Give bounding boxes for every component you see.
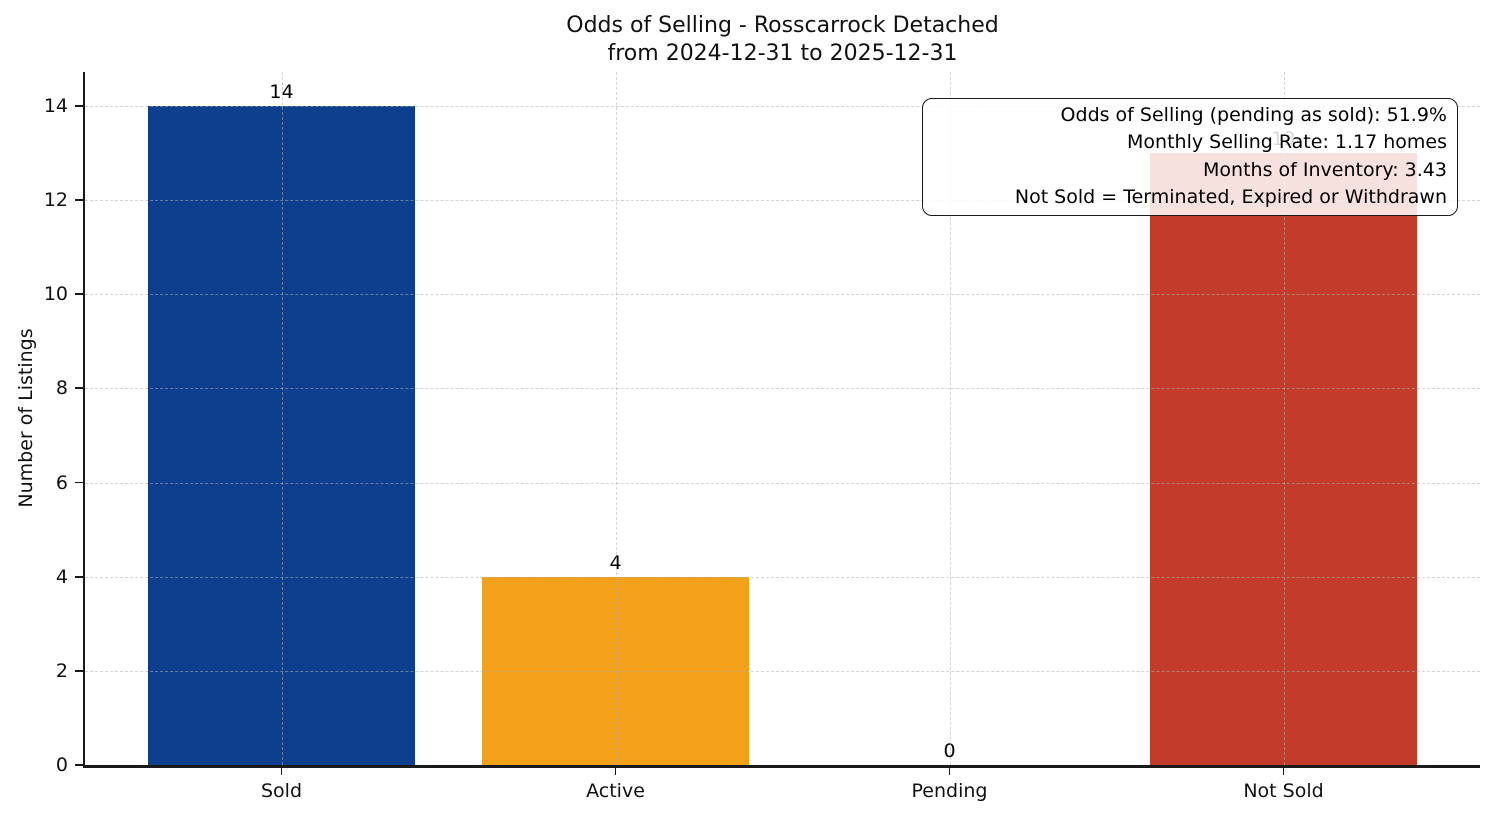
y-tick-label-12: 12 xyxy=(43,189,68,212)
gridline-horizontal-6 xyxy=(85,482,1480,484)
x-tick-label-sold: Sold xyxy=(260,780,303,802)
chart-title-line2: from 2024-12-31 to 2025-12-31 xyxy=(607,41,958,66)
gridline-horizontal-14 xyxy=(85,105,1480,107)
chart-title-line1: Odds of Selling - Rosscarrock Detached xyxy=(566,13,999,38)
y-axis-label: Number of Listings xyxy=(15,328,37,508)
gridline-vertical-sold xyxy=(281,72,283,765)
y-tick-12 xyxy=(75,199,83,201)
y-tick-0 xyxy=(75,764,83,766)
y-tick-10 xyxy=(75,293,83,296)
gridline-horizontal-10 xyxy=(85,294,1480,296)
gridline-horizontal-8 xyxy=(85,388,1480,390)
gridline-vertical-pending xyxy=(949,72,951,765)
chart-title: Odds of Selling - Rosscarrock Detached f… xyxy=(85,12,1480,68)
y-tick-4 xyxy=(75,575,83,578)
x-tick-label-pending: Pending xyxy=(911,780,988,802)
y-axis-spine xyxy=(82,72,85,768)
x-tick-sold xyxy=(280,767,283,775)
gridline-horizontal-2 xyxy=(85,670,1480,672)
x-tick-not-sold xyxy=(1282,767,1285,775)
stats-annotation-box: Odds of Selling (pending as sold): 51.9%… xyxy=(922,98,1458,216)
annotation-odds-of-selling: Odds of Selling (pending as sold): 51.9% xyxy=(1060,104,1447,126)
x-tick-label-active: Active xyxy=(586,780,645,802)
gridline-horizontal-4 xyxy=(85,576,1480,578)
x-tick-pending xyxy=(948,767,951,775)
gridline-vertical-not-sold xyxy=(1283,72,1285,765)
y-tick-label-14: 14 xyxy=(43,94,68,117)
y-tick-label-2: 2 xyxy=(55,659,68,682)
plot-area: 14401302468101214SoldActivePendingNot So… xyxy=(44,72,1480,802)
y-tick-label-10: 10 xyxy=(43,283,68,306)
x-tick-label-not-sold: Not Sold xyxy=(1243,780,1324,802)
y-tick-8 xyxy=(75,387,83,390)
y-tick-14 xyxy=(75,104,83,107)
annotation-monthly-selling-rate: Monthly Selling Rate: 1.17 homes xyxy=(1127,131,1447,154)
x-tick-active xyxy=(614,767,617,775)
gridline-vertical-active xyxy=(615,72,617,765)
x-axis-spine xyxy=(82,765,1480,768)
y-tick-label-6: 6 xyxy=(55,471,68,494)
annotation-months-of-inventory: Months of Inventory: 3.43 xyxy=(1203,158,1447,181)
y-tick-6 xyxy=(75,481,83,484)
y-tick-label-8: 8 xyxy=(55,377,68,400)
gridline-horizontal-12 xyxy=(85,200,1480,202)
y-tick-2 xyxy=(75,669,83,672)
y-tick-label-0: 0 xyxy=(55,754,68,776)
annotation-not-sold-definition: Not Sold = Terminated, Expired or Withdr… xyxy=(1014,186,1447,209)
y-tick-label-4: 4 xyxy=(55,565,68,588)
